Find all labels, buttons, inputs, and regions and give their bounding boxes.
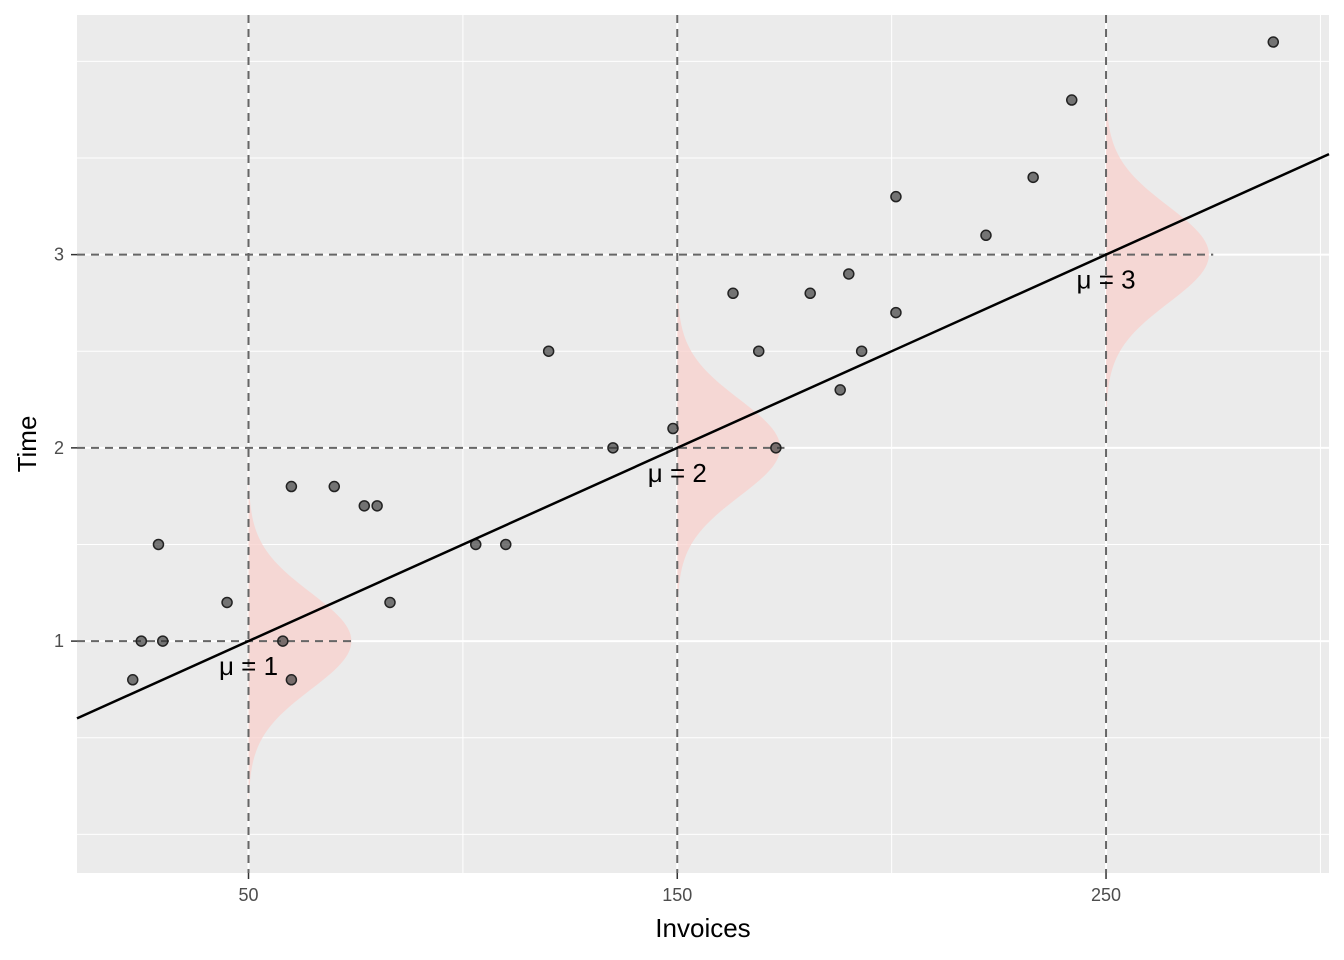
data-point bbox=[1027, 171, 1039, 184]
data-point bbox=[1267, 36, 1280, 48]
data-point bbox=[980, 229, 992, 242]
data-points bbox=[126, 36, 1280, 686]
data-point bbox=[1065, 94, 1078, 106]
data-point bbox=[834, 384, 846, 396]
data-point bbox=[542, 345, 555, 357]
data-point bbox=[126, 674, 139, 686]
mean-annotation: μ = 1 bbox=[219, 651, 278, 681]
data-point bbox=[667, 422, 679, 435]
data-point bbox=[804, 287, 816, 300]
data-point bbox=[843, 268, 855, 280]
y-tick-label: 3 bbox=[54, 245, 64, 265]
data-point bbox=[752, 345, 765, 357]
y-axis-title: Time bbox=[12, 416, 42, 473]
data-point bbox=[285, 480, 298, 493]
x-axis-title: Invoices bbox=[655, 913, 750, 943]
x-tick-label: 150 bbox=[662, 885, 692, 905]
data-point bbox=[890, 306, 902, 319]
regression-line-group bbox=[76, 152, 1330, 720]
data-point bbox=[371, 500, 383, 512]
y-axis-ticks: 1 2 3 bbox=[54, 245, 77, 651]
data-point bbox=[890, 190, 902, 203]
mean-annotation: μ = 3 bbox=[1077, 265, 1136, 295]
x-axis-ticks: 50 150 250 bbox=[238, 873, 1121, 905]
regression-line bbox=[76, 152, 1330, 720]
density-curve bbox=[248, 447, 352, 835]
data-point bbox=[384, 596, 396, 609]
data-point bbox=[358, 500, 371, 512]
y-tick-label: 2 bbox=[54, 438, 64, 458]
data-point bbox=[770, 442, 782, 454]
data-point bbox=[135, 635, 148, 647]
x-tick-label: 250 bbox=[1091, 885, 1121, 905]
data-point bbox=[607, 442, 619, 454]
data-point bbox=[277, 635, 289, 647]
data-point bbox=[221, 596, 233, 609]
data-point bbox=[157, 635, 169, 647]
data-point bbox=[285, 674, 298, 686]
y-tick-label: 1 bbox=[54, 631, 64, 651]
mean-annotation: μ = 2 bbox=[648, 458, 707, 488]
reference-lines bbox=[77, 15, 1214, 873]
x-tick-label: 50 bbox=[238, 885, 258, 905]
data-point bbox=[727, 287, 739, 300]
data-point bbox=[152, 538, 165, 551]
data-point bbox=[328, 480, 341, 493]
annotations: μ = 1 μ = 2 μ = 3 bbox=[219, 265, 1136, 681]
data-point bbox=[855, 345, 868, 357]
data-point bbox=[500, 538, 512, 551]
